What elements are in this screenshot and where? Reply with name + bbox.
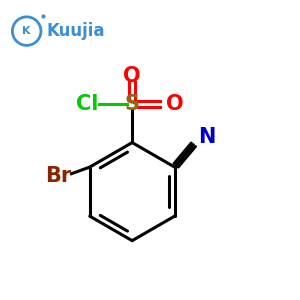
Text: K: K [22,26,31,36]
Text: N: N [198,128,215,147]
Text: Kuujia: Kuujia [46,22,105,40]
Text: Br: Br [45,166,71,186]
Text: O: O [167,94,184,114]
Text: Cl: Cl [76,94,98,114]
Text: S: S [125,94,140,114]
Text: O: O [123,66,141,86]
